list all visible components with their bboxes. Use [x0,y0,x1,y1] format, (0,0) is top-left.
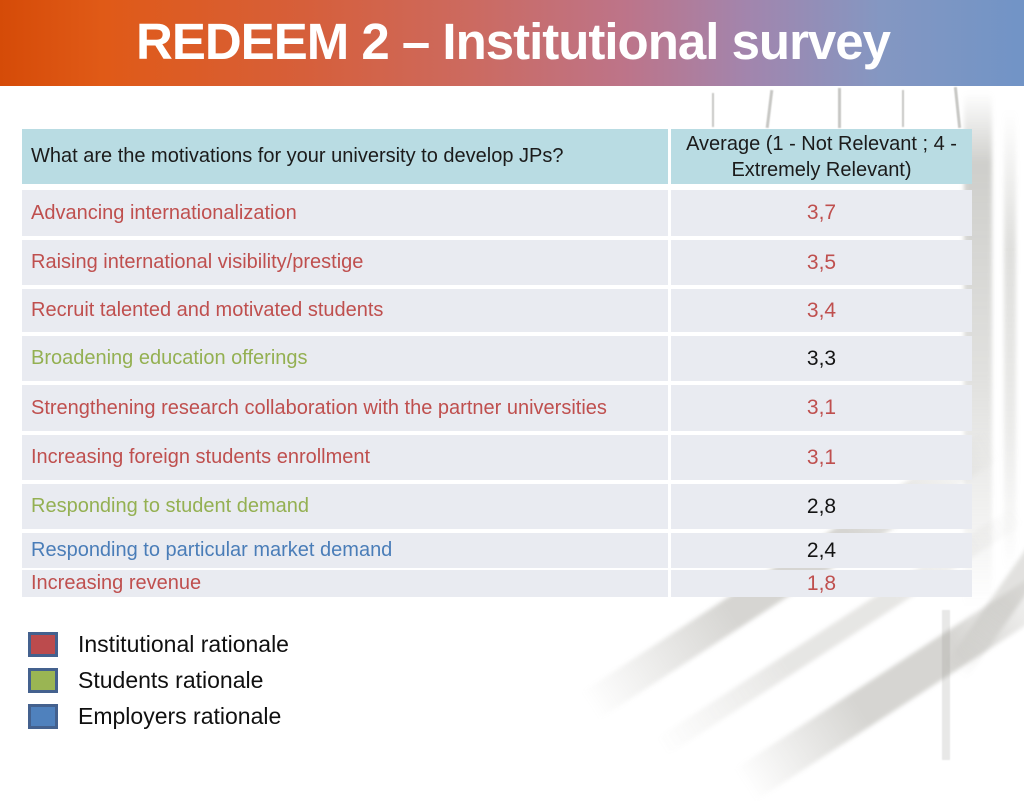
row-label: Strengthening research collaboration wit… [22,385,668,431]
background-streak [902,90,904,127]
background-streak [953,86,962,129]
employers-color-swatch [28,703,58,729]
row-value: 3,3 [671,336,972,381]
students-color-swatch [28,667,58,693]
row-value: 3,1 [671,385,972,431]
row-value: 3,7 [671,190,972,236]
legend-label: Institutional rationale [78,630,289,657]
legend-label: Employers rationale [78,702,282,729]
legend: Institutional rationale Students rationa… [28,626,289,734]
slide-title: REDEEM 2 – Institutional survey [136,13,891,70]
background-streak [838,88,841,128]
row-value: 3,5 [671,240,972,285]
background-streak [942,610,950,760]
row-label: Recruit talented and motivated students [22,289,668,332]
row-value: 2,8 [671,484,972,529]
row-label: Increasing revenue [22,570,668,597]
background-streak [765,89,774,129]
table-row: Recruit talented and motivated students … [22,289,972,332]
row-label: Broadening education offerings [22,336,668,381]
table-row: Increasing revenue 1,8 [22,570,972,597]
legend-item-institutional: Institutional rationale [28,626,289,662]
title-bar: REDEEM 2 – Institutional survey [0,0,1024,86]
table-row: Responding to particular market demand 2… [22,533,972,568]
table-row: Raising international visibility/prestig… [22,240,972,285]
row-label: Responding to particular market demand [22,533,668,568]
row-value: 1,8 [671,570,972,597]
table-header-question: What are the motivations for your univer… [22,129,668,184]
legend-label: Students rationale [78,666,264,693]
row-value: 3,1 [671,435,972,480]
background-streak [712,93,714,127]
row-value: 3,4 [671,289,972,332]
survey-table: What are the motivations for your univer… [22,129,972,597]
row-label: Advancing internationalization [22,190,668,236]
table-header-row: What are the motivations for your univer… [22,129,972,184]
institutional-color-swatch [28,631,58,657]
table-row: Strengthening research collaboration wit… [22,385,972,431]
table-row: Broadening education offerings 3,3 [22,336,972,381]
table-row: Increasing foreign students enrollment 3… [22,435,972,480]
table-row: Advancing internationalization 3,7 [22,190,972,236]
row-label: Responding to student demand [22,484,668,529]
row-label: Raising international visibility/prestig… [22,240,668,285]
table-header-scale: Average (1 - Not Relevant ; 4 - Extremel… [671,129,972,184]
row-label: Increasing foreign students enrollment [22,435,668,480]
legend-item-employers: Employers rationale [28,698,289,734]
legend-item-students: Students rationale [28,662,289,698]
table-row: Responding to student demand 2,8 [22,484,972,529]
row-value: 2,4 [671,533,972,568]
background-streak [1004,110,1016,570]
